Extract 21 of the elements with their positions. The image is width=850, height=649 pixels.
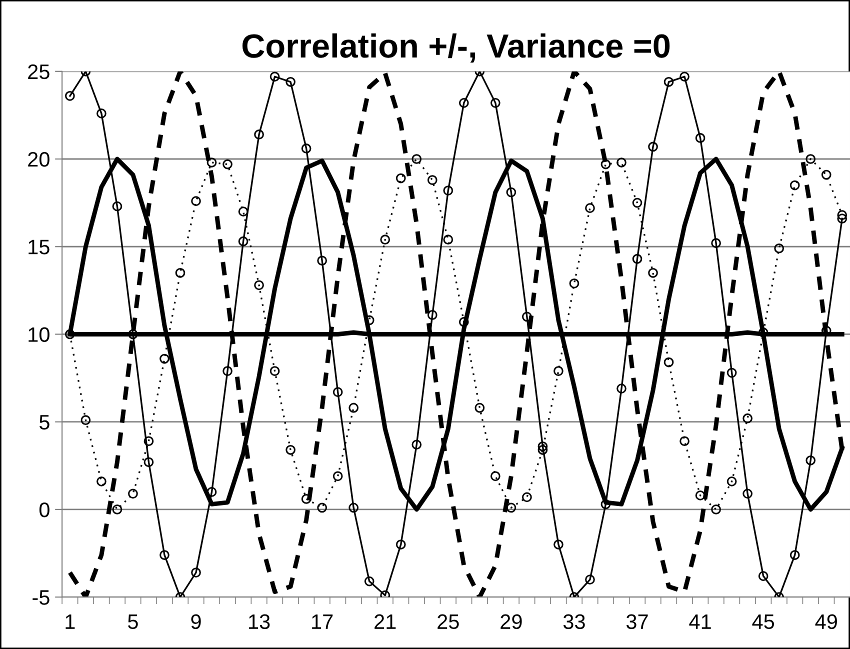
y-tick-label: 5 xyxy=(39,415,50,430)
x-tick-label: 33 xyxy=(563,614,585,630)
x-tick-label: 37 xyxy=(626,614,648,630)
x-tick-label: 21 xyxy=(374,614,396,629)
chart-title: Correlation +/-, Variance =0 xyxy=(242,33,670,63)
y-tick-label: 20 xyxy=(28,152,50,167)
x-tick-label: 41 xyxy=(689,614,711,629)
x-tick-label: 45 xyxy=(752,614,774,630)
x-tick-label: 49 xyxy=(815,614,837,630)
y-tick-label: 10 xyxy=(28,327,50,342)
y-tick-label: 15 xyxy=(28,240,50,254)
y-tick-label: 25 xyxy=(28,64,50,80)
x-tick-label: 17 xyxy=(312,614,333,629)
x-tick-label: 29 xyxy=(500,614,522,630)
y-tick-label: -5 xyxy=(32,590,50,605)
x-tick-label: 25 xyxy=(438,614,459,630)
x-tick-label: 9 xyxy=(191,614,201,630)
x-tick-label: 13 xyxy=(249,614,270,630)
x-tick-label: 5 xyxy=(128,614,138,630)
x-tick-label: 1 xyxy=(66,614,75,629)
y-tick-label: 0 xyxy=(39,502,50,518)
